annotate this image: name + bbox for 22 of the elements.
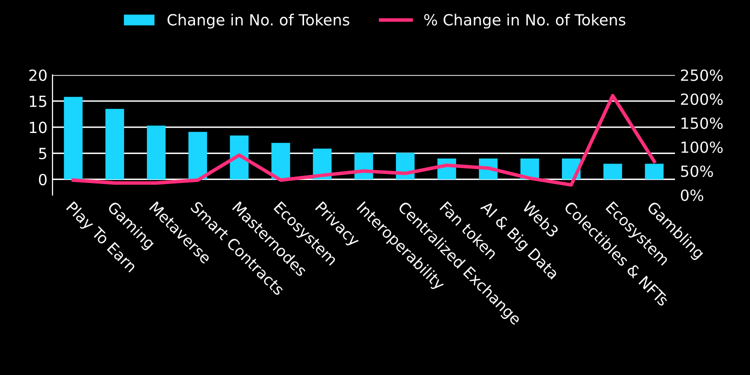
y2-tick-label: 250%	[680, 69, 723, 82]
bar	[64, 96, 83, 180]
y2-tick-label: 50%	[681, 165, 713, 178]
y2-tick-label: 150%	[682, 117, 723, 130]
y2-tick-label: 0%	[680, 189, 704, 202]
legend-label: Change in No. of Tokens	[168, 14, 350, 29]
bar	[271, 142, 290, 180]
bar	[105, 108, 124, 180]
y2-tick-label: 200%	[680, 93, 723, 106]
bar	[146, 126, 166, 180]
bar	[644, 164, 664, 180]
y-tick-label: 15	[30, 96, 46, 108]
y-tick-label: 10	[30, 122, 47, 134]
y2-tick-label: 100%	[682, 141, 723, 154]
bar	[188, 132, 208, 180]
y-tick-label: 0	[38, 174, 47, 186]
bar	[603, 164, 622, 180]
bar	[230, 136, 249, 180]
line-series	[72, 94, 656, 187]
y-tick-label: 20	[29, 69, 47, 82]
legend-label: % Change in No. of Tokens	[424, 14, 626, 29]
y-tick-label: 5	[39, 148, 46, 160]
